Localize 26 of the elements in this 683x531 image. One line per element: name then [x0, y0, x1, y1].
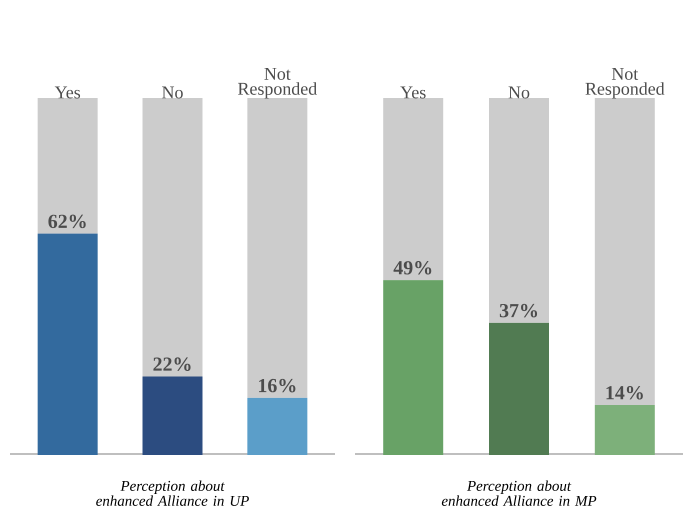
data-label: 22%: [153, 357, 191, 371]
data-label: 14%: [606, 386, 643, 400]
bar: [594, 405, 655, 455]
bar: [383, 280, 444, 455]
bar: [38, 98, 98, 234]
bar: [142, 376, 202, 455]
x-tick-label: Not Responded: [585, 68, 664, 98]
data-label: 62%: [48, 214, 86, 228]
data-label: 37%: [500, 304, 538, 318]
x-tick-label: Yes: [54, 86, 80, 98]
x-tick-label: No: [508, 86, 530, 98]
data-label: 49%: [394, 261, 432, 275]
x-axis-title: Perception about enhanced Alliance in MP: [442, 480, 596, 506]
x-tick-label: Yes: [400, 86, 426, 98]
bar: [38, 234, 98, 455]
bar: [247, 398, 308, 455]
bar: [489, 322, 550, 455]
bar: [247, 98, 308, 398]
data-label: 16%: [259, 378, 296, 392]
bar: [142, 98, 202, 376]
x-tick-label: No: [162, 86, 183, 98]
bar: [383, 98, 444, 280]
x-tick-label: Not Responded: [238, 68, 317, 98]
x-axis-title: Perception about enhanced Alliance in UP: [96, 480, 249, 506]
bar: [489, 98, 550, 323]
bar: [594, 98, 655, 406]
